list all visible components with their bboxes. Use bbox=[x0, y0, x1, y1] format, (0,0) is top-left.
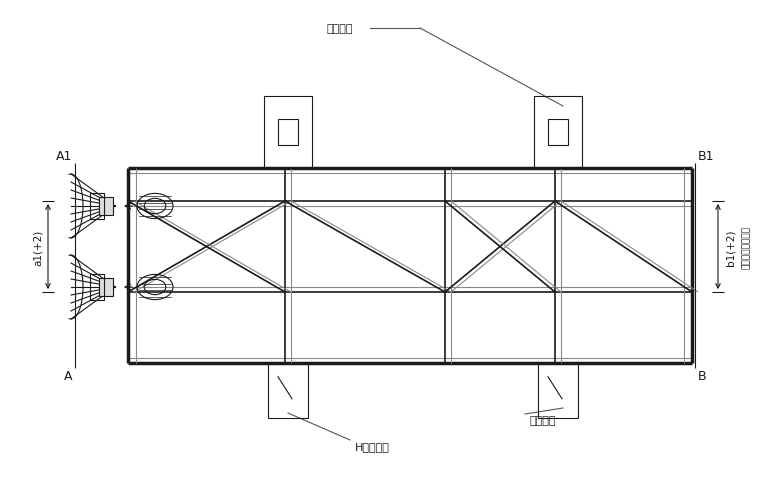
Bar bbox=[90, 194, 104, 220]
Text: B: B bbox=[698, 369, 707, 382]
Bar bbox=[548, 120, 568, 145]
Text: 固定挡块: 固定挡块 bbox=[327, 24, 353, 34]
Bar bbox=[99, 198, 113, 216]
Text: b1(+2): b1(+2) bbox=[725, 229, 735, 265]
Text: A1: A1 bbox=[55, 150, 72, 163]
Bar bbox=[278, 120, 298, 145]
Bar bbox=[264, 97, 312, 169]
Text: H型锂垫件: H型锂垫件 bbox=[355, 441, 390, 451]
Bar bbox=[268, 363, 308, 418]
Bar bbox=[538, 363, 578, 418]
Text: 保证锂管中心距离: 保证锂管中心距离 bbox=[742, 225, 750, 268]
Bar bbox=[534, 97, 582, 169]
Text: A: A bbox=[64, 369, 72, 382]
Text: 固定檔子: 固定檔子 bbox=[530, 415, 556, 425]
Bar bbox=[90, 274, 104, 301]
Text: a1(+2): a1(+2) bbox=[33, 229, 43, 265]
Text: B1: B1 bbox=[698, 150, 714, 163]
Bar bbox=[99, 279, 113, 296]
